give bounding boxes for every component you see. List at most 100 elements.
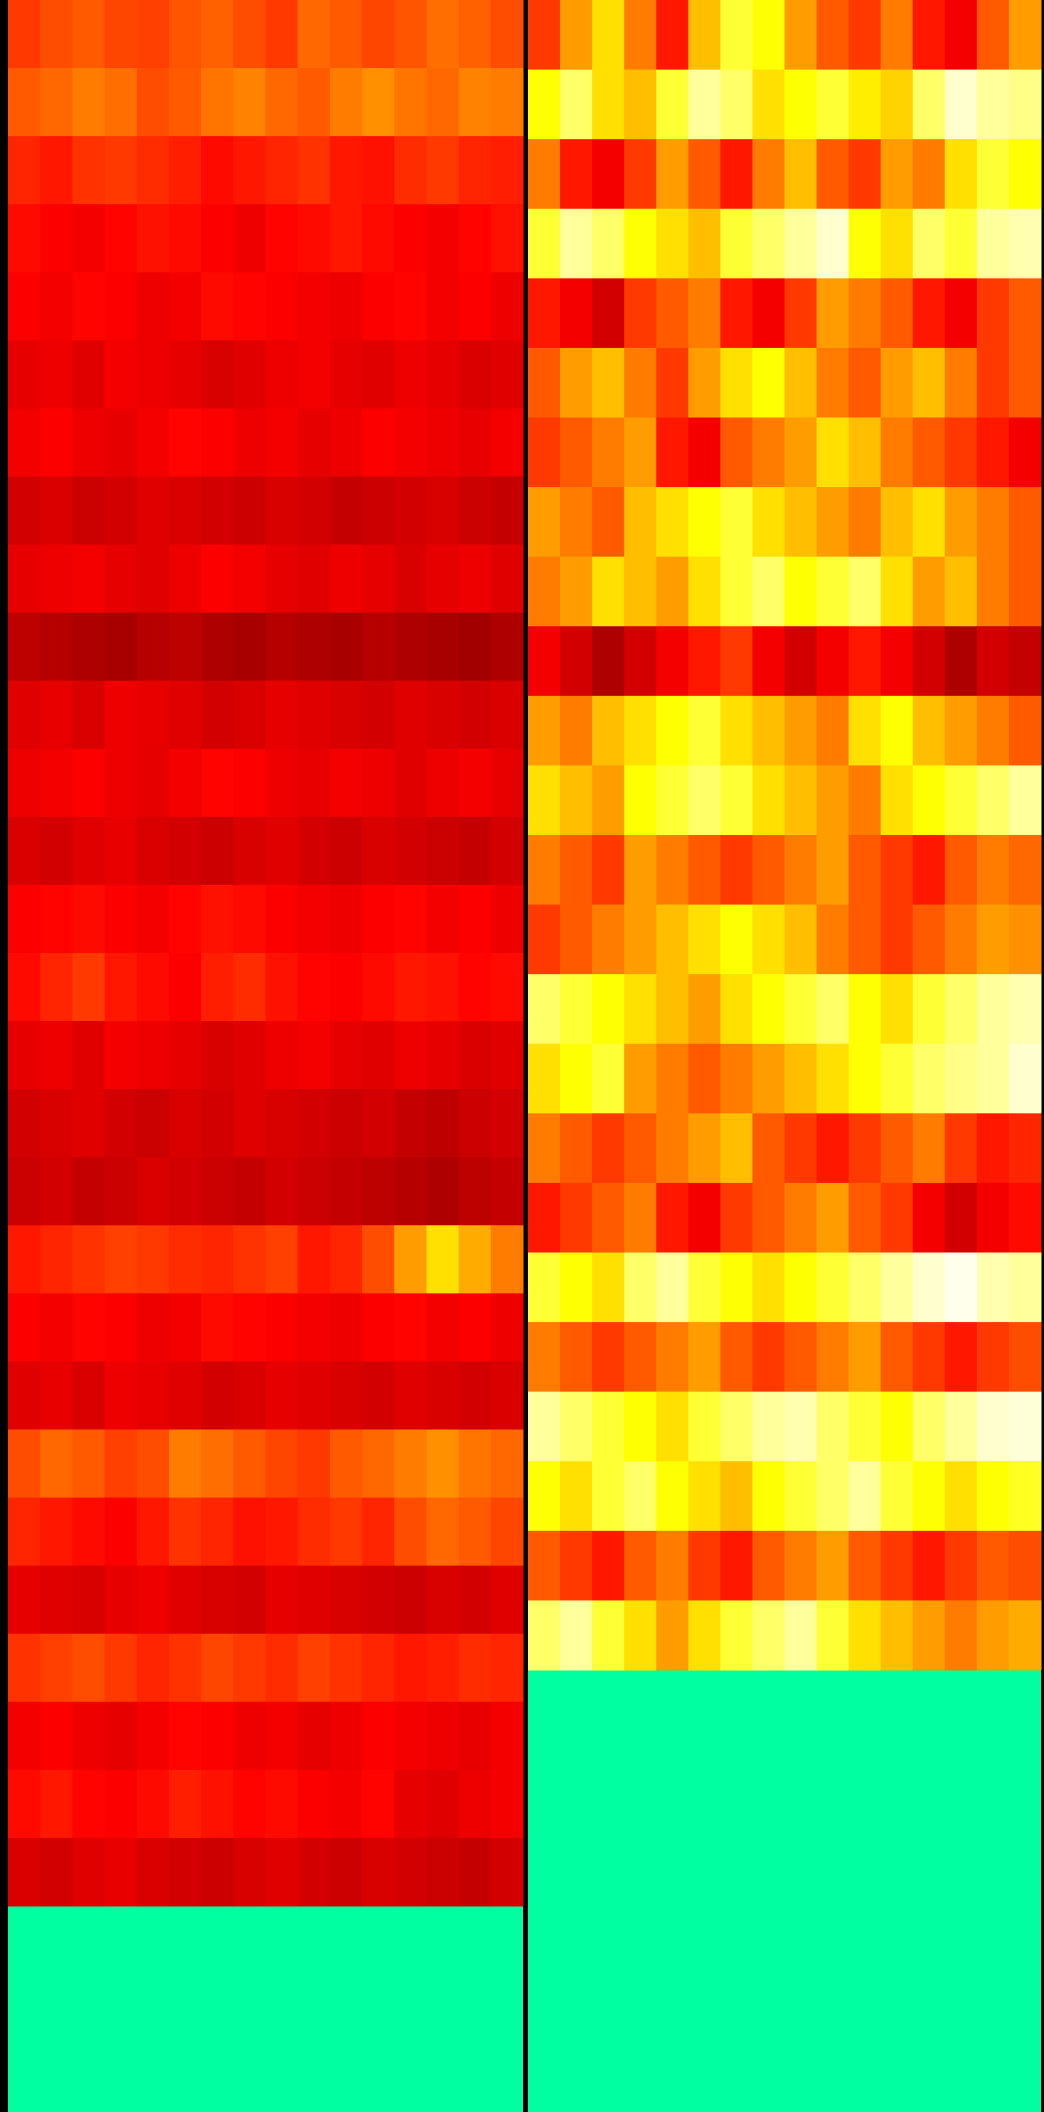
heatmap-cell <box>362 1769 395 1839</box>
heatmap-cell <box>752 835 785 906</box>
heatmap-cell <box>720 69 753 140</box>
heatmap-cell <box>624 1252 657 1323</box>
heatmap-cell <box>816 556 850 627</box>
heatmap-cell <box>233 1497 266 1567</box>
heatmap-cell <box>1008 278 1042 349</box>
heatmap-cell <box>912 1322 946 1393</box>
heatmap-cell <box>784 487 818 558</box>
heatmap-cell <box>912 1043 946 1114</box>
heatmap-cell <box>560 765 593 836</box>
heatmap-cell <box>362 1837 395 1907</box>
heatmap-cell <box>297 953 331 1022</box>
heatmap-cell <box>265 680 299 750</box>
heatmap-cell <box>944 974 978 1045</box>
heatmap-cell <box>816 417 850 488</box>
heatmap-cell <box>592 695 625 766</box>
heatmap-cell <box>528 765 561 836</box>
heatmap-cell <box>688 556 721 627</box>
heatmap-cell <box>233 1429 266 1499</box>
heatmap-cell <box>265 1565 299 1635</box>
heatmap-cell <box>880 1182 914 1253</box>
heatmap-cell <box>233 612 266 682</box>
heatmap-cell <box>297 680 331 750</box>
heatmap-cell <box>297 476 331 546</box>
heatmap-cell <box>40 1089 73 1158</box>
heatmap-cell <box>720 626 753 697</box>
heatmap-cell <box>528 974 561 1045</box>
heatmap-cell <box>136 1089 170 1158</box>
heatmap-cell <box>233 136 266 205</box>
heatmap-cell <box>880 417 914 488</box>
heatmap-cell <box>1008 417 1042 488</box>
heatmap-cell <box>656 904 689 975</box>
heatmap-cell <box>912 1252 946 1323</box>
heatmap-cell <box>592 1600 625 1671</box>
heatmap-cell <box>40 1837 73 1907</box>
heatmap-cell <box>656 1252 689 1323</box>
heatmap-cell <box>560 1461 593 1532</box>
heatmap-cell <box>784 974 818 1045</box>
heatmap-cell <box>592 1530 625 1601</box>
heatmap-cell <box>976 0 1010 71</box>
heatmap-cell <box>1008 1322 1042 1393</box>
heatmap-cell <box>104 68 138 137</box>
heatmap-cell <box>816 487 850 558</box>
heatmap-cell <box>168 1769 202 1839</box>
heatmap-cell <box>329 272 363 341</box>
heatmap-cell <box>394 1769 427 1839</box>
heatmap-cell <box>104 816 138 886</box>
heatmap-cell <box>136 884 170 954</box>
heatmap-cell <box>592 278 625 349</box>
heatmap-cell <box>72 476 106 546</box>
heatmap-cell <box>329 1089 363 1158</box>
heatmap-cell <box>362 1225 395 1294</box>
heatmap-cell <box>362 1565 395 1635</box>
heatmap-cell <box>8 340 41 409</box>
heatmap-cell <box>394 1157 427 1226</box>
heatmap-cell <box>720 1043 753 1114</box>
heatmap-cell <box>490 544 524 614</box>
heatmap-cell <box>592 835 625 906</box>
heatmap-cell <box>394 680 427 750</box>
heatmap-cell <box>560 1600 593 1671</box>
heatmap-cell <box>394 612 427 682</box>
heatmap-cell <box>912 208 946 279</box>
heatmap-cell <box>944 347 978 418</box>
heatmap-cell <box>458 1225 492 1294</box>
heatmap-cell <box>362 748 395 818</box>
heatmap-cell <box>490 1633 524 1703</box>
heatmap-cell <box>688 974 721 1045</box>
heatmap-cell <box>136 0 170 69</box>
heatmap-cell <box>233 1293 266 1362</box>
heatmap-cell <box>458 1293 492 1362</box>
heatmap-cell <box>976 1461 1010 1532</box>
heatmap-cell <box>426 1157 460 1226</box>
heatmap-cell <box>329 748 363 818</box>
heatmap-cell <box>297 1565 331 1635</box>
heatmap-cell <box>297 272 331 341</box>
heatmap-cell <box>528 626 561 697</box>
heatmap-cell <box>1008 1600 1042 1671</box>
heatmap-cell <box>8 1293 41 1362</box>
heatmap-cell <box>624 556 657 627</box>
heatmap-cell <box>168 1633 202 1703</box>
heatmap-cell <box>784 1043 818 1114</box>
heatmap-cell <box>40 1497 73 1567</box>
heatmap-cell <box>40 953 73 1022</box>
heatmap-cell <box>624 695 657 766</box>
heatmap-cell <box>976 835 1010 906</box>
heatmap-cell <box>816 1391 850 1462</box>
heatmap-cell <box>656 417 689 488</box>
heatmap-cell <box>976 626 1010 697</box>
heatmap-cell <box>40 68 73 137</box>
heatmap-cell <box>560 974 593 1045</box>
heatmap-cell <box>426 816 460 886</box>
heatmap-cell <box>880 1530 914 1601</box>
heatmap-cell <box>168 68 202 137</box>
heatmap-cell <box>656 278 689 349</box>
heatmap-cell <box>233 748 266 818</box>
heatmap-cell <box>136 1633 170 1703</box>
heatmap-cell <box>297 884 331 954</box>
heatmap-cell <box>816 1600 850 1671</box>
heatmap-cell <box>72 1565 106 1635</box>
